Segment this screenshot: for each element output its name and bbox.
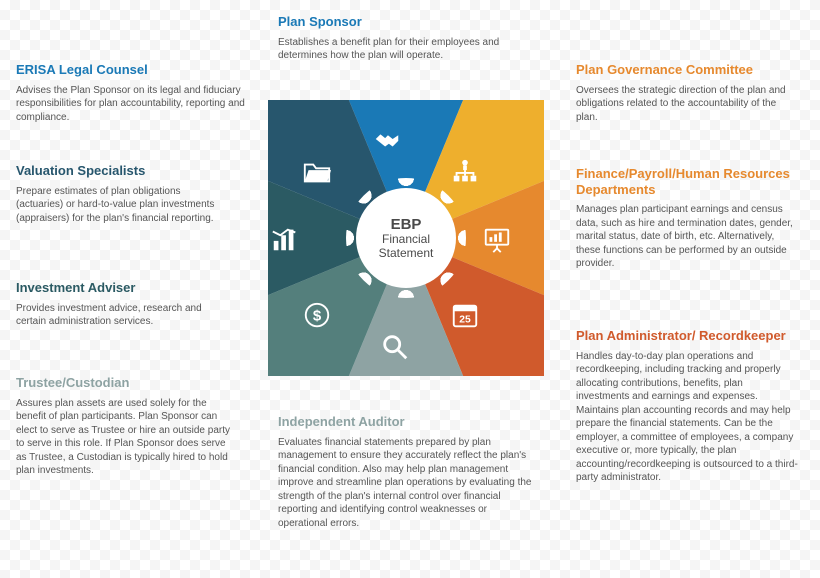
finance-body: Manages plan participant earnings and ce…: [576, 203, 794, 271]
erisa-title: ERISA Legal Counsel: [16, 62, 246, 78]
trustee-body: Assures plan assets are used solely for …: [16, 397, 231, 478]
plan-sponsor-title: Plan Sponsor: [278, 14, 538, 30]
center-subtitle: Financial Statement: [356, 233, 456, 259]
finance-title: Finance/Payroll/Human Resources Departme…: [576, 166, 794, 197]
admin-title: Plan Administrator/ Recordkeeper: [576, 328, 798, 344]
block-erisa: ERISA Legal Counsel Advises the Plan Spo…: [16, 62, 246, 124]
block-finance: Finance/Payroll/Human Resources Departme…: [576, 166, 794, 271]
trustee-title: Trustee/Custodian: [16, 375, 231, 391]
block-admin: Plan Administrator/ Recordkeeper Handles…: [576, 328, 798, 485]
valuation-body: Prepare estimates of plan obligations (a…: [16, 185, 226, 226]
center-title: EBP: [391, 216, 422, 233]
block-valuation: Valuation Specialists Prepare estimates …: [16, 163, 226, 225]
auditor-title: Independent Auditor: [278, 414, 533, 430]
admin-body: Handles day-to-day plan operations and r…: [576, 350, 798, 485]
wheel: EBP Financial Statement: [268, 100, 544, 376]
auditor-body: Evaluates financial statements prepared …: [278, 436, 533, 531]
investment-body: Provides investment advice, research and…: [16, 302, 231, 329]
investment-title: Investment Adviser: [16, 280, 231, 296]
block-governance: Plan Governance Committee Oversees the s…: [576, 62, 791, 124]
block-investment: Investment Adviser Provides investment a…: [16, 280, 231, 329]
plan-sponsor-body: Establishes a benefit plan for their emp…: [278, 36, 538, 63]
governance-body: Oversees the strategic direction of the …: [576, 84, 791, 125]
block-trustee: Trustee/Custodian Assures plan assets ar…: [16, 375, 231, 478]
block-plan-sponsor: Plan Sponsor Establishes a benefit plan …: [278, 14, 538, 63]
valuation-title: Valuation Specialists: [16, 163, 226, 179]
block-auditor: Independent Auditor Evaluates financial …: [278, 414, 533, 530]
center-hub: EBP Financial Statement: [356, 188, 456, 288]
governance-title: Plan Governance Committee: [576, 62, 791, 78]
erisa-body: Advises the Plan Sponsor on its legal an…: [16, 84, 246, 125]
